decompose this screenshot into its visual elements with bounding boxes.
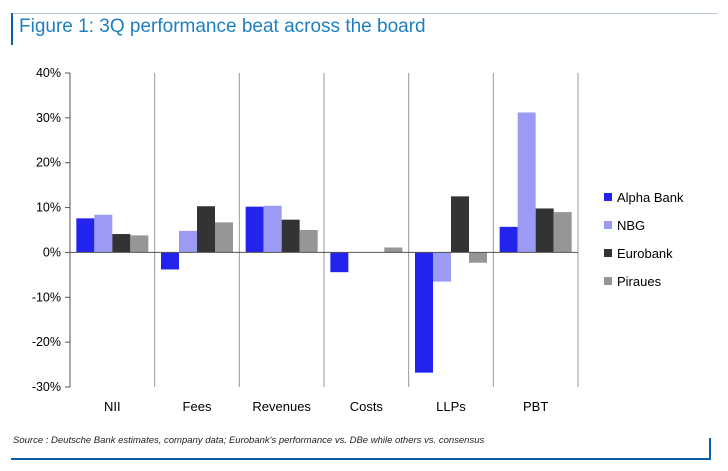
legend-label: Alpha Bank (617, 190, 684, 205)
y-axis: 40% 30% 20% 10% 0% -10% -20% -30% (32, 66, 71, 394)
bar-piraues-revenues (299, 230, 318, 253)
bar-piraues-nii (130, 235, 149, 253)
bar-alpha-bank-fees (161, 252, 179, 270)
footer-rule (11, 458, 711, 460)
category-label: Revenues (252, 399, 311, 414)
category-label: PBT (523, 399, 548, 414)
bar-piraues-pbt (553, 212, 572, 253)
title-rule (11, 13, 717, 14)
legend-label: Eurobank (617, 246, 673, 261)
bar-piraues-llps (469, 252, 487, 263)
legend-swatch-alpha-bank (604, 193, 612, 201)
bar-eurobank-pbt (535, 208, 554, 253)
category-labels: NII Fees Revenues Costs LLPs PBT (104, 399, 548, 414)
bar-nbg-pbt (517, 112, 536, 253)
y-tick-label: 40% (36, 66, 61, 80)
title-accent-bar (11, 13, 13, 45)
footer-corner-mark (709, 438, 711, 460)
bar-nbg-nii (94, 214, 113, 253)
bar-alpha-bank-llps (415, 252, 433, 373)
category-label: Costs (350, 399, 384, 414)
legend-label: Piraues (617, 274, 662, 289)
y-tick-label: 10% (36, 201, 61, 215)
y-tick-label: 30% (36, 111, 61, 125)
bar-eurobank-revenues (281, 219, 300, 253)
bar-alpha-bank-pbt (499, 226, 518, 253)
legend-swatch-piraues (604, 277, 612, 285)
bar-chart: 40% 30% 20% 10% 0% -10% -20% -30% NII Fees Revenu… (32, 66, 684, 414)
bar-nbg-llps (433, 252, 451, 282)
y-tick-label: 0% (43, 245, 61, 259)
legend-swatch-nbg (604, 221, 612, 229)
bar-alpha-bank-costs (330, 252, 349, 273)
bar-eurobank-fees (197, 206, 215, 253)
bar-eurobank-nii (112, 234, 131, 253)
chart-title: Figure 1: 3Q performance beat across the… (19, 16, 426, 37)
bar-eurobank-llps (451, 196, 469, 253)
y-tick-label: -20% (32, 335, 61, 349)
bar-alpha-bank-nii (76, 218, 95, 253)
bar-piraues-fees (215, 222, 233, 253)
category-label: LLPs (436, 399, 466, 414)
legend-label: NBG (617, 218, 645, 233)
legend: Alpha Bank NBG Eurobank Piraues (604, 190, 684, 289)
bar-nbg-revenues (263, 205, 282, 253)
y-tick-label: 20% (36, 156, 61, 170)
category-label: Fees (183, 399, 212, 414)
category-label: NII (104, 399, 121, 414)
y-tick-label: -10% (32, 290, 61, 304)
source-note: Source : Deutsche Bank estimates, compan… (13, 435, 485, 446)
category-separators (154, 73, 579, 387)
y-tick-label: -30% (32, 380, 61, 394)
bar-alpha-bank-revenues (245, 206, 264, 253)
bar-nbg-fees (179, 230, 197, 253)
bars (76, 112, 572, 373)
legend-swatch-eurobank (604, 249, 612, 257)
bar-piraues-costs (384, 247, 403, 253)
